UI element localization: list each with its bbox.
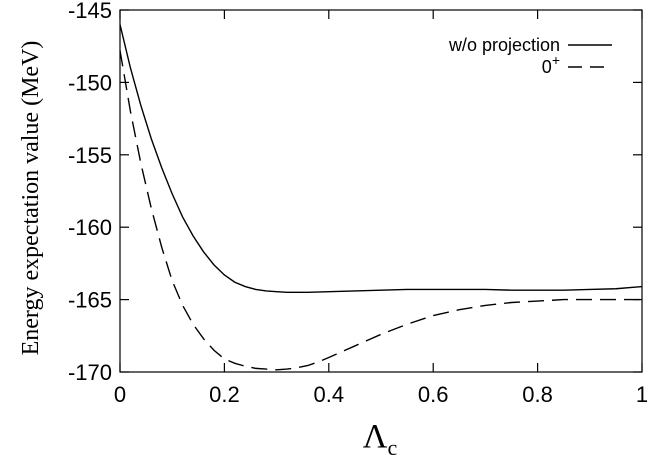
y-tick-label: -170: [68, 360, 112, 385]
legend-label-superscript: +: [552, 52, 560, 68]
series-line-without-projection: [119, 24, 643, 294]
x-tick-label: 0.4: [314, 382, 345, 407]
x-axis-title: Λc: [363, 418, 398, 456]
y-axis-ticks: -145 -150 -155 -160 -165 -170: [68, 0, 642, 385]
x-tick-label: 0.8: [522, 382, 553, 407]
y-tick-label: -155: [68, 143, 112, 168]
x-axis-title-main: Λ: [363, 418, 388, 455]
y-tick-label: -160: [68, 215, 112, 240]
series-layer: [119, 24, 643, 371]
x-tick-label: 0: [114, 382, 126, 407]
x-axis-ticks: 0 0.2 0.4 0.6 0.8 1: [114, 10, 647, 407]
legend-label: w/o projection: [448, 35, 560, 55]
x-tick-label: 1: [636, 382, 647, 407]
series-line-zero-plus: [119, 50, 642, 371]
y-tick-label: -145: [68, 0, 112, 23]
legend-label: 0+: [542, 52, 560, 77]
legend-label-base: 0: [542, 57, 552, 77]
x-tick-label: 0.2: [209, 382, 240, 407]
y-axis-title: Energy expectation value (MeV): [18, 41, 44, 356]
plot-border: [119, 9, 643, 373]
y-tick-label: -165: [68, 288, 112, 313]
plot-frame: [119, 9, 643, 373]
y-tick-label: -150: [68, 70, 112, 95]
x-axis-title-subscript: c: [387, 435, 397, 456]
x-tick-label: 0.6: [418, 382, 449, 407]
